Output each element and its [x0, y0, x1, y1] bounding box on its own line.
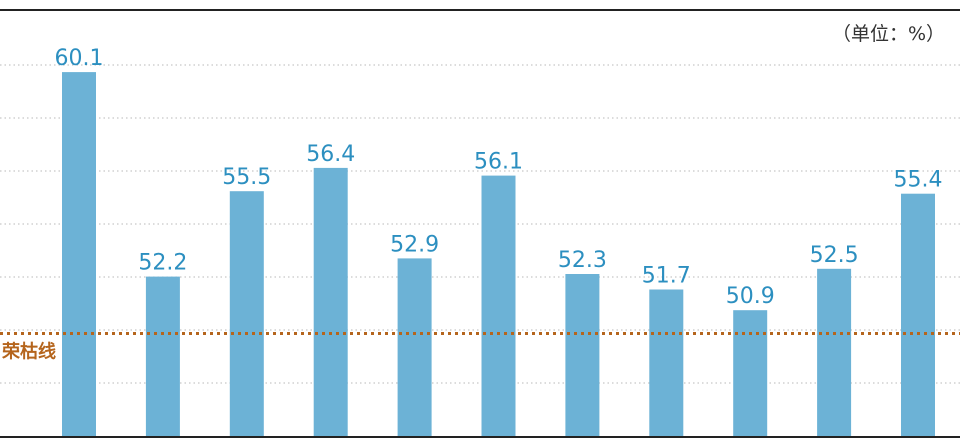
unit-label: （单位：%） — [832, 23, 945, 45]
data-label: 55.4 — [894, 168, 943, 193]
data-label: 52.3 — [558, 248, 607, 273]
bars — [62, 72, 935, 437]
bar — [62, 72, 96, 437]
bar — [397, 258, 432, 437]
bar — [649, 289, 684, 437]
data-label: 56.4 — [306, 142, 355, 167]
bar — [229, 191, 264, 437]
data-label: 52.2 — [138, 251, 187, 276]
bar — [733, 310, 768, 437]
grid-lines — [0, 64, 960, 384]
bar — [481, 175, 516, 437]
data-label: 52.5 — [810, 243, 859, 268]
bar — [817, 268, 852, 437]
data-label: 60.1 — [55, 46, 104, 71]
reference-label: 荣枯线 — [1, 341, 56, 363]
data-label: 50.9 — [726, 284, 775, 309]
bar — [313, 167, 348, 437]
bar — [901, 193, 935, 437]
reference-line-group: 荣枯线 — [0, 332, 960, 363]
data-labels: 60.1 52.2 55.5 56.4 52.9 56.1 52.3 51.7 50.9 52.5… — [55, 46, 943, 309]
bar — [145, 276, 180, 437]
data-label: 55.5 — [222, 165, 271, 190]
data-label: 52.9 — [390, 232, 439, 257]
data-label: 51.7 — [642, 264, 691, 289]
bar — [565, 274, 600, 437]
data-label: 56.1 — [474, 150, 523, 175]
